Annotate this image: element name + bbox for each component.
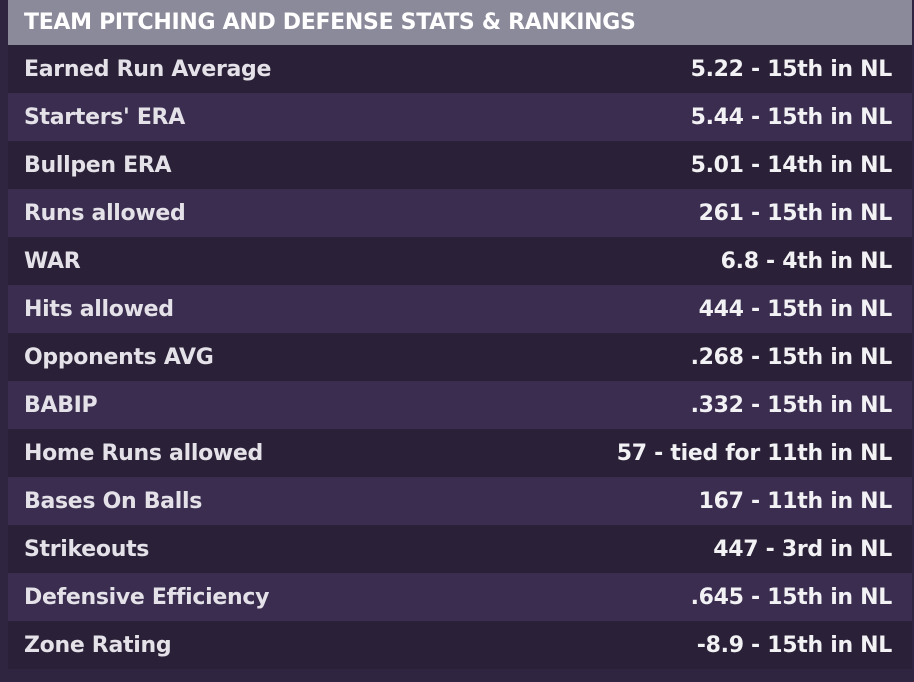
- stat-label: Strikeouts: [24, 536, 150, 562]
- stat-value: 167 - 11th in NL: [698, 488, 893, 514]
- stat-value: -8.9 - 15th in NL: [696, 632, 893, 658]
- stat-label: Home Runs allowed: [24, 440, 263, 466]
- stat-value: 5.44 - 15th in NL: [690, 104, 893, 130]
- stat-value: 57 - tied for 11th in NL: [616, 440, 893, 466]
- stat-value: 6.8 - 4th in NL: [720, 248, 893, 274]
- panel-title: TEAM PITCHING AND DEFENSE STATS & RANKIN…: [8, 0, 912, 45]
- stat-value: 444 - 15th in NL: [698, 296, 893, 322]
- stat-label: Runs allowed: [24, 200, 186, 226]
- stat-value: 261 - 15th in NL: [698, 200, 893, 226]
- team-pitching-defense-panel: TEAM PITCHING AND DEFENSE STATS & RANKIN…: [8, 0, 912, 669]
- stat-row: Bases On Balls 167 - 11th in NL: [8, 477, 912, 525]
- stats-list: Earned Run Average 5.22 - 15th in NL Start…: [8, 45, 912, 669]
- stat-value: .268 - 15th in NL: [690, 344, 893, 370]
- stat-label: Hits allowed: [24, 296, 174, 322]
- stat-value: .332 - 15th in NL: [690, 392, 893, 418]
- stat-value: 5.01 - 14th in NL: [690, 152, 893, 178]
- stat-row: Opponents AVG .268 - 15th in NL: [8, 333, 912, 381]
- stat-row: Zone Rating -8.9 - 15th in NL: [8, 621, 912, 669]
- stat-label: Zone Rating: [24, 632, 172, 658]
- stat-label: Opponents AVG: [24, 344, 214, 370]
- stat-label: BABIP: [24, 392, 98, 418]
- stat-label: Bases On Balls: [24, 488, 202, 514]
- stat-row: Earned Run Average 5.22 - 15th in NL: [8, 45, 912, 93]
- stat-label: Defensive Efficiency: [24, 584, 270, 610]
- stat-row: Hits allowed 444 - 15th in NL: [8, 285, 912, 333]
- stat-label: WAR: [24, 248, 81, 274]
- stat-value: .645 - 15th in NL: [690, 584, 893, 610]
- stat-label: Bullpen ERA: [24, 152, 172, 178]
- stat-label: Starters' ERA: [24, 104, 185, 130]
- stat-row: Bullpen ERA 5.01 - 14th in NL: [8, 141, 912, 189]
- stat-row: BABIP .332 - 15th in NL: [8, 381, 912, 429]
- stat-row: WAR 6.8 - 4th in NL: [8, 237, 912, 285]
- stat-value: 447 - 3rd in NL: [713, 536, 892, 562]
- stat-value: 5.22 - 15th in NL: [690, 56, 893, 82]
- stat-row: Starters' ERA 5.44 - 15th in NL: [8, 93, 912, 141]
- stat-row: Strikeouts 447 - 3rd in NL: [8, 525, 912, 573]
- stat-row: Home Runs allowed 57 - tied for 11th in N…: [8, 429, 912, 477]
- stat-label: Earned Run Average: [24, 56, 272, 82]
- stat-row: Defensive Efficiency .645 - 15th in NL: [8, 573, 912, 621]
- stat-row: Runs allowed 261 - 15th in NL: [8, 189, 912, 237]
